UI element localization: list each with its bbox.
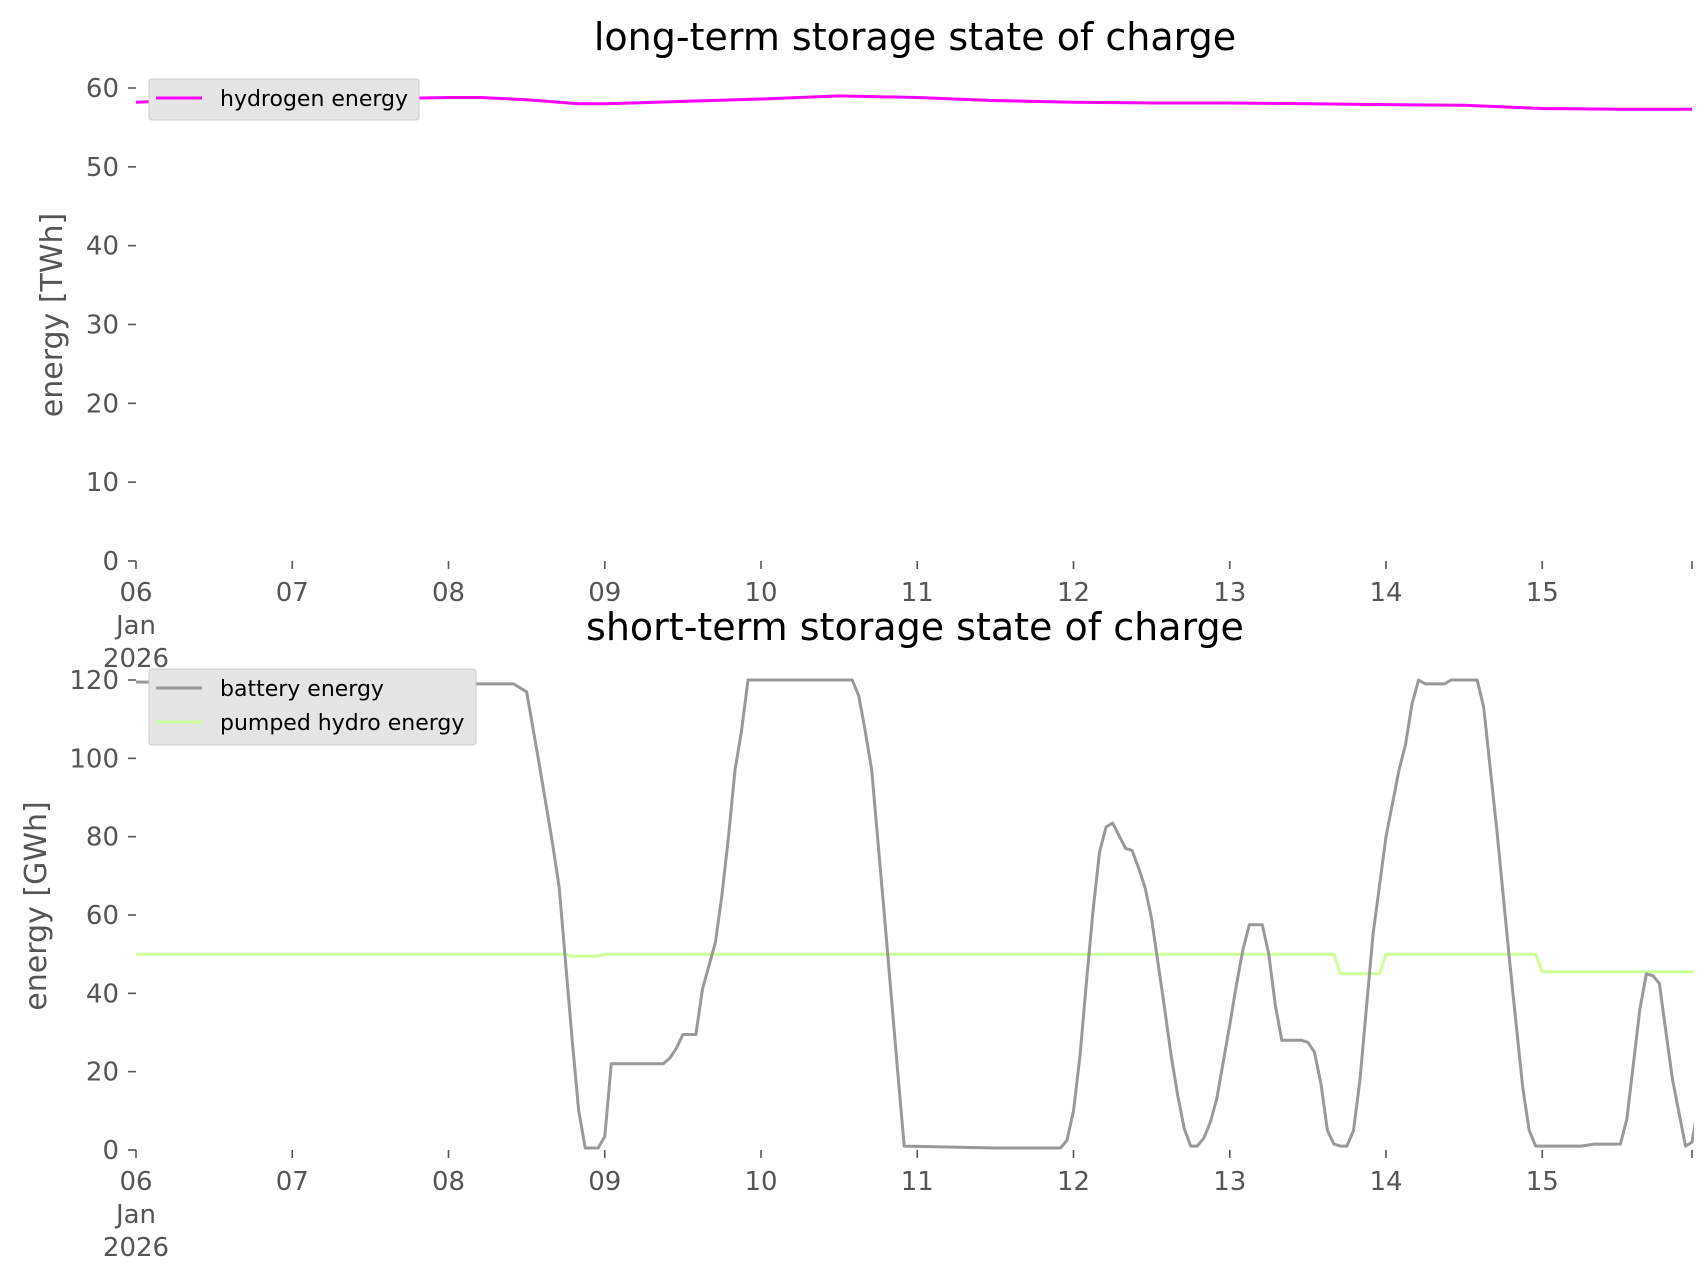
series-line-hydrogen-energy bbox=[135, 94, 1692, 111]
x-tick-label: 07 bbox=[276, 578, 309, 608]
legend: battery energy pumped hydro energy bbox=[148, 668, 477, 746]
series-line-battery-energy bbox=[135, 678, 1694, 1150]
y-tick-label: 60 bbox=[86, 901, 119, 931]
y-tick-label: 20 bbox=[86, 1058, 119, 1088]
x-tick-label: 14 bbox=[1369, 578, 1402, 608]
y-tick-label: 40 bbox=[86, 232, 119, 262]
y-tick-label: 30 bbox=[86, 311, 119, 341]
chart-title: short-term storage state of charge bbox=[586, 605, 1244, 649]
x-tick-label: 08 bbox=[432, 1167, 465, 1197]
x-tick-label: 06 bbox=[119, 1167, 152, 1197]
x-tick-label: 06 bbox=[119, 578, 152, 608]
x-tick-label: 10 bbox=[744, 578, 777, 608]
y-tick-label: 10 bbox=[86, 468, 119, 498]
y-axis-label: energy [GWh] bbox=[19, 801, 54, 1010]
legend-label-hydrogen: hydrogen energy bbox=[220, 87, 408, 112]
y-tick-label: 80 bbox=[86, 823, 119, 853]
chart-title: long-term storage state of charge bbox=[594, 15, 1236, 59]
x-tick-label: 09 bbox=[588, 578, 621, 608]
long-term-storage-panel: long-term storage state of charge energy… bbox=[35, 15, 1693, 674]
legend: hydrogen energy bbox=[148, 78, 420, 121]
x-tick-label: Jan bbox=[114, 611, 156, 641]
x-tick-label: 12 bbox=[1057, 1167, 1090, 1197]
series-line-pumped-hydro-energy bbox=[136, 952, 1694, 976]
legend-label-battery: battery energy bbox=[220, 677, 384, 702]
y-tick-label: 60 bbox=[86, 74, 119, 104]
x-tick-label: 15 bbox=[1526, 578, 1559, 608]
x-tick-label: 12 bbox=[1057, 578, 1090, 608]
legend-box bbox=[148, 668, 477, 746]
x-tick-label: 15 bbox=[1526, 1167, 1559, 1197]
x-tick-label: 09 bbox=[588, 1167, 621, 1197]
y-tick-label: 0 bbox=[102, 547, 119, 577]
y-tick-label: 0 bbox=[102, 1136, 119, 1166]
x-tick-label: 2026 bbox=[103, 1233, 169, 1263]
x-tick-label: 11 bbox=[901, 1167, 934, 1197]
x-tick-label: Jan bbox=[114, 1200, 156, 1230]
y-tick-label: 100 bbox=[69, 744, 119, 774]
x-tick-label: 14 bbox=[1369, 1167, 1402, 1197]
y-tick-label: 50 bbox=[86, 153, 119, 183]
x-tick-label: 10 bbox=[744, 1167, 777, 1197]
legend-box bbox=[148, 78, 420, 121]
y-axis-label: energy [TWh] bbox=[35, 213, 70, 417]
y-tick-label: 120 bbox=[69, 666, 119, 696]
x-tick-label: 08 bbox=[432, 578, 465, 608]
x-tick-label: 07 bbox=[276, 1167, 309, 1197]
legend-label-pumped-hydro: pumped hydro energy bbox=[220, 711, 464, 736]
x-tick-label: 11 bbox=[901, 578, 934, 608]
y-tick-label: 20 bbox=[86, 389, 119, 419]
short-term-storage-panel: short-term storage state of charge energ… bbox=[19, 605, 1694, 1263]
x-tick-label: 13 bbox=[1213, 1167, 1246, 1197]
y-tick-label: 40 bbox=[86, 979, 119, 1009]
x-tick-label: 13 bbox=[1213, 578, 1246, 608]
